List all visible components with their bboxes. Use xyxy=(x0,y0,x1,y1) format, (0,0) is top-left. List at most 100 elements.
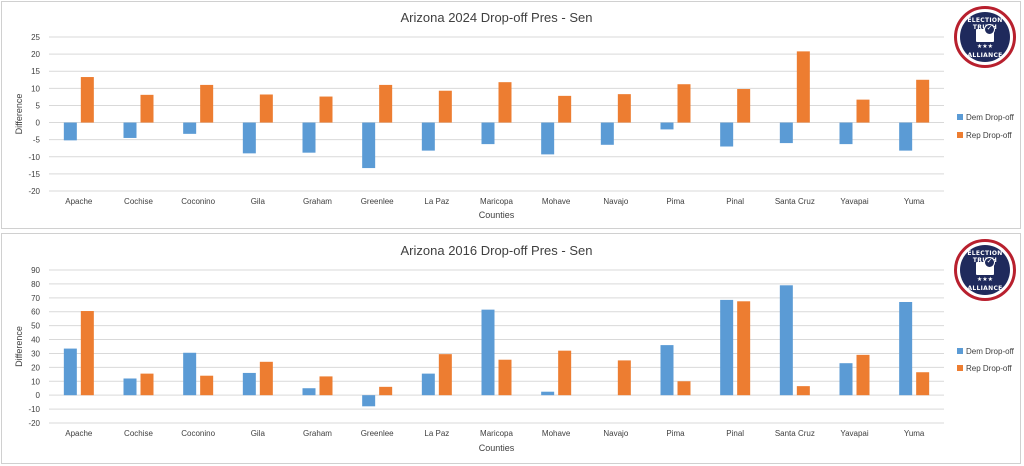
bar-rep-drop-off-santa-cruz xyxy=(796,386,810,396)
chart-2016: Arizona 2016 Drop-off Pres - Sen 90 80 70 60… xyxy=(14,243,1015,453)
y-tick-label: -15 xyxy=(28,170,40,179)
bar-dem-drop-off-santa-cruz xyxy=(779,122,793,144)
bar-rep-drop-off-graham xyxy=(319,96,333,123)
y-tick-label: -20 xyxy=(28,187,40,196)
bar-dem-drop-off-la-paz xyxy=(421,122,435,151)
bar-dem-drop-off-yuma xyxy=(899,301,913,396)
bar-rep-drop-off-cochise xyxy=(140,94,154,123)
bar-dem-drop-off-yavapai xyxy=(839,363,853,396)
y-tick-label: 20 xyxy=(31,50,40,59)
bar-dem-drop-off-mohave xyxy=(541,391,555,396)
y-tick-label: 5 xyxy=(36,101,41,110)
bar-rep-drop-off-yavapai xyxy=(856,354,870,396)
bar-dem-drop-off-apache xyxy=(63,122,77,141)
x-axis-label: Counties xyxy=(479,210,515,220)
checkmark-icon: ✓ xyxy=(984,257,995,268)
x-tick-label: Graham xyxy=(303,197,332,206)
chart-panel-2024: Arizona 2024 Drop-off Pres - Sen 25 20 15 10… xyxy=(1,1,1021,229)
x-tick-label: Coconino xyxy=(181,429,215,438)
bar-rep-drop-off-coconino xyxy=(200,84,214,123)
chart-title: Arizona 2024 Drop-off Pres - Sen xyxy=(401,10,593,25)
x-tick-label: Maricopa xyxy=(480,197,513,206)
y-tick-label: -10 xyxy=(28,405,40,414)
bar-dem-drop-off-pima xyxy=(660,122,674,130)
bar-rep-drop-off-greenlee xyxy=(379,386,393,396)
bar-rep-drop-off-greenlee xyxy=(379,84,393,123)
y-tick-label: -10 xyxy=(28,153,40,162)
x-tick-label: Mohave xyxy=(542,429,571,438)
bar-dem-drop-off-santa-cruz xyxy=(779,285,793,396)
legend-label: Dem Drop-off xyxy=(966,347,1015,356)
bar-dem-drop-off-greenlee xyxy=(362,395,376,407)
y-axis-label: Difference xyxy=(14,326,24,367)
bar-dem-drop-off-graham xyxy=(302,388,316,396)
bar-rep-drop-off-graham xyxy=(319,376,333,396)
bar-dem-drop-off-gila xyxy=(242,122,256,154)
bar-rep-drop-off-pinal xyxy=(737,301,751,396)
bar-rep-drop-off-apache xyxy=(80,77,94,123)
bar-dem-drop-off-coconino xyxy=(183,352,197,396)
x-tick-label: Yuma xyxy=(904,197,925,206)
bar-rep-drop-off-navajo xyxy=(617,360,631,396)
chart-2024: Arizona 2024 Drop-off Pres - Sen 25 20 15 10… xyxy=(14,10,1015,220)
y-tick-label: 15 xyxy=(31,67,40,76)
bar-rep-drop-off-navajo xyxy=(617,94,631,123)
bar-rep-drop-off-cochise xyxy=(140,373,154,396)
legend-swatch xyxy=(957,348,963,354)
x-tick-label: Maricopa xyxy=(480,429,513,438)
y-tick-label: -5 xyxy=(33,136,41,145)
x-tick-label: Yuma xyxy=(904,429,925,438)
legend-swatch xyxy=(957,365,963,371)
bar-dem-drop-off-maricopa xyxy=(481,309,495,396)
x-tick-label: La Paz xyxy=(424,197,449,206)
x-tick-label: La Paz xyxy=(424,429,449,438)
bar-dem-drop-off-pinal xyxy=(720,122,734,147)
checkmark-icon: ✓ xyxy=(984,24,995,35)
stars-icon: ★★★ xyxy=(976,277,994,283)
legend-swatch xyxy=(957,114,963,120)
bar-dem-drop-off-greenlee xyxy=(362,122,376,169)
bar-rep-drop-off-coconino xyxy=(200,375,214,396)
chart-title: Arizona 2016 Drop-off Pres - Sen xyxy=(401,243,593,258)
x-tick-label: Pinal xyxy=(726,197,744,206)
legend-swatch xyxy=(957,132,963,138)
x-axis-label: Counties xyxy=(479,443,515,453)
bar-dem-drop-off-graham xyxy=(302,122,316,153)
bar-dem-drop-off-apache xyxy=(63,348,77,396)
legend-label: Dem Drop-off xyxy=(966,113,1015,122)
x-tick-label: Greenlee xyxy=(361,429,394,438)
legend-label: Rep Drop-off xyxy=(966,364,1012,373)
bar-rep-drop-off-mohave xyxy=(558,350,572,396)
bar-dem-drop-off-la-paz xyxy=(421,373,435,396)
y-tick-label: -20 xyxy=(28,419,40,428)
x-tick-label: Graham xyxy=(303,429,332,438)
election-truth-alliance-logo: ELECTION TRUTH ✓ ★★★ ALLIANCE xyxy=(954,239,1016,301)
bar-dem-drop-off-yuma xyxy=(899,122,913,151)
bar-rep-drop-off-maricopa xyxy=(498,82,512,123)
election-truth-alliance-logo: ELECTION TRUTH ✓ ★★★ ALLIANCE xyxy=(954,6,1016,68)
x-tick-label: Pinal xyxy=(726,429,744,438)
y-tick-label: 20 xyxy=(31,363,40,372)
bar-rep-drop-off-santa-cruz xyxy=(796,51,810,123)
y-tick-label: 30 xyxy=(31,349,40,358)
x-tick-label: Yavapai xyxy=(840,197,869,206)
x-tick-label: Navajo xyxy=(603,429,628,438)
y-tick-label: 10 xyxy=(31,84,40,93)
bar-dem-drop-off-pima xyxy=(660,345,674,396)
y-tick-label: 60 xyxy=(31,308,40,317)
bar-dem-drop-off-pinal xyxy=(720,299,734,396)
x-tick-label: Gila xyxy=(251,197,266,206)
y-tick-label: 40 xyxy=(31,336,40,345)
y-tick-label: 0 xyxy=(36,119,41,128)
x-tick-label: Coconino xyxy=(181,197,215,206)
y-tick-label: 80 xyxy=(31,280,40,289)
bar-dem-drop-off-gila xyxy=(242,372,256,396)
x-tick-label: Santa Cruz xyxy=(775,197,815,206)
bar-dem-drop-off-mohave xyxy=(541,122,555,155)
chart-panel-2016: Arizona 2016 Drop-off Pres - Sen 90 80 70 60… xyxy=(1,233,1021,464)
y-tick-label: 0 xyxy=(36,391,41,400)
bar-rep-drop-off-yavapai xyxy=(856,99,870,123)
y-tick-label: 25 xyxy=(31,33,40,42)
bar-rep-drop-off-yuma xyxy=(916,372,930,396)
x-tick-label: Apache xyxy=(65,429,93,438)
